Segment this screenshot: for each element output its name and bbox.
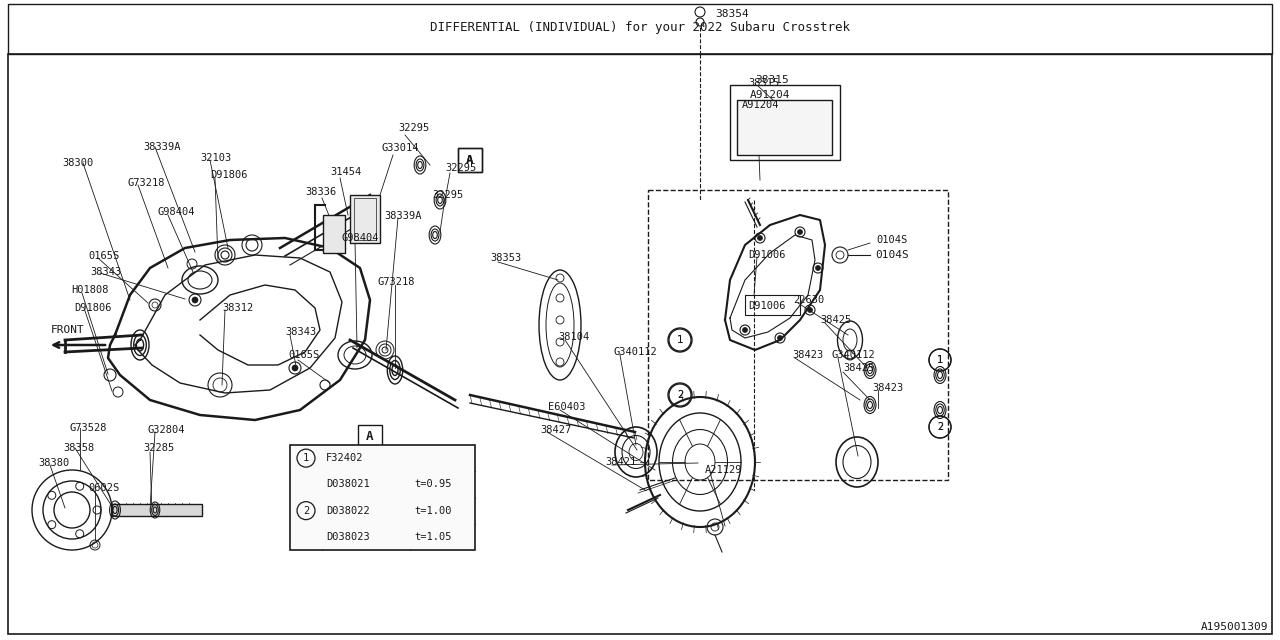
Text: 38425: 38425 xyxy=(844,363,874,373)
Text: D91006: D91006 xyxy=(748,301,786,311)
Text: 0602S: 0602S xyxy=(88,483,119,493)
Text: G98404: G98404 xyxy=(342,233,379,243)
Text: D91006: D91006 xyxy=(748,250,786,260)
Text: 2: 2 xyxy=(937,422,943,432)
Text: A195001309: A195001309 xyxy=(1201,622,1268,632)
Text: 38425: 38425 xyxy=(820,315,851,325)
Circle shape xyxy=(192,297,198,303)
Circle shape xyxy=(815,266,820,271)
Text: 38315: 38315 xyxy=(755,75,788,85)
Text: A: A xyxy=(466,154,474,166)
Text: G340112: G340112 xyxy=(613,347,657,357)
Text: D91806: D91806 xyxy=(74,303,111,313)
Text: DIFFERENTIAL (INDIVIDUAL) for your 2022 Subaru Crosstrek: DIFFERENTIAL (INDIVIDUAL) for your 2022 … xyxy=(430,20,850,33)
Text: 38339A: 38339A xyxy=(384,211,421,221)
Text: 2: 2 xyxy=(303,506,310,516)
Text: 0104S: 0104S xyxy=(876,250,909,260)
Circle shape xyxy=(797,230,803,234)
Text: 0165S: 0165S xyxy=(88,251,119,261)
Bar xyxy=(737,100,832,155)
Text: G98404: G98404 xyxy=(157,207,196,217)
Text: E60403: E60403 xyxy=(548,402,585,412)
Bar xyxy=(323,215,346,253)
Text: A91204: A91204 xyxy=(742,100,780,110)
Bar xyxy=(349,195,380,243)
Text: A91204: A91204 xyxy=(750,90,791,100)
Text: A21129: A21129 xyxy=(705,465,742,475)
Text: G73218: G73218 xyxy=(127,178,165,188)
Circle shape xyxy=(758,236,763,241)
Text: t=1.05: t=1.05 xyxy=(413,532,452,542)
Bar xyxy=(730,85,840,160)
Text: 32103: 32103 xyxy=(200,153,232,163)
Bar xyxy=(113,504,202,516)
Text: D038021: D038021 xyxy=(326,479,370,490)
Circle shape xyxy=(777,335,782,340)
Text: 38104: 38104 xyxy=(558,332,589,342)
Text: 1: 1 xyxy=(937,355,943,365)
Text: 38343: 38343 xyxy=(285,327,316,337)
Text: 38315: 38315 xyxy=(748,78,780,88)
Text: 0104S: 0104S xyxy=(876,235,908,245)
Text: t=0.95: t=0.95 xyxy=(413,479,452,490)
Text: G340112: G340112 xyxy=(832,350,876,360)
Text: 32295: 32295 xyxy=(398,123,429,133)
Text: 38343: 38343 xyxy=(90,267,122,277)
Circle shape xyxy=(742,328,748,333)
Text: 1: 1 xyxy=(677,335,684,345)
Text: G33014: G33014 xyxy=(381,143,420,153)
Text: 1: 1 xyxy=(937,355,943,365)
Text: 32295: 32295 xyxy=(445,163,476,173)
Text: G32804: G32804 xyxy=(148,425,186,435)
Bar xyxy=(648,190,948,480)
Text: A: A xyxy=(366,431,374,444)
Text: G73218: G73218 xyxy=(378,277,416,287)
Text: 1: 1 xyxy=(677,335,684,345)
Text: 38336: 38336 xyxy=(305,187,337,197)
Text: 2: 2 xyxy=(677,390,684,400)
Text: H01808: H01808 xyxy=(70,285,109,295)
Text: 2: 2 xyxy=(937,422,943,432)
Text: 38380: 38380 xyxy=(38,458,69,468)
Text: 38423: 38423 xyxy=(872,383,904,393)
Text: 38421: 38421 xyxy=(605,457,636,467)
Text: 32285: 32285 xyxy=(143,443,174,453)
Text: A: A xyxy=(466,154,474,166)
Text: 22630: 22630 xyxy=(794,295,824,305)
Bar xyxy=(358,425,381,449)
Text: FRONT: FRONT xyxy=(51,325,84,335)
Bar xyxy=(291,445,475,550)
Text: 31454: 31454 xyxy=(330,167,361,177)
Text: 38312: 38312 xyxy=(221,303,253,313)
Text: 38300: 38300 xyxy=(61,158,93,168)
Bar xyxy=(355,198,376,240)
Text: 32295: 32295 xyxy=(433,190,463,200)
Bar xyxy=(458,148,483,172)
Text: D91806: D91806 xyxy=(210,170,247,180)
Text: F32402: F32402 xyxy=(326,453,364,463)
Bar xyxy=(745,295,800,315)
Text: 38353: 38353 xyxy=(490,253,521,263)
Circle shape xyxy=(292,365,298,371)
Bar xyxy=(8,4,1272,54)
Text: 38423: 38423 xyxy=(792,350,823,360)
Text: 38339A: 38339A xyxy=(143,142,180,152)
Text: 38427: 38427 xyxy=(540,425,571,435)
Text: 1: 1 xyxy=(303,453,310,463)
Text: 2: 2 xyxy=(677,390,684,400)
Text: D038022: D038022 xyxy=(326,506,370,516)
Text: G73528: G73528 xyxy=(70,423,108,433)
Text: 38354: 38354 xyxy=(716,9,749,19)
Text: 38358: 38358 xyxy=(63,443,95,453)
Circle shape xyxy=(808,307,813,312)
Text: t=1.00: t=1.00 xyxy=(413,506,452,516)
Text: D038023: D038023 xyxy=(326,532,370,542)
Text: 0165S: 0165S xyxy=(288,350,319,360)
Bar xyxy=(458,148,483,172)
